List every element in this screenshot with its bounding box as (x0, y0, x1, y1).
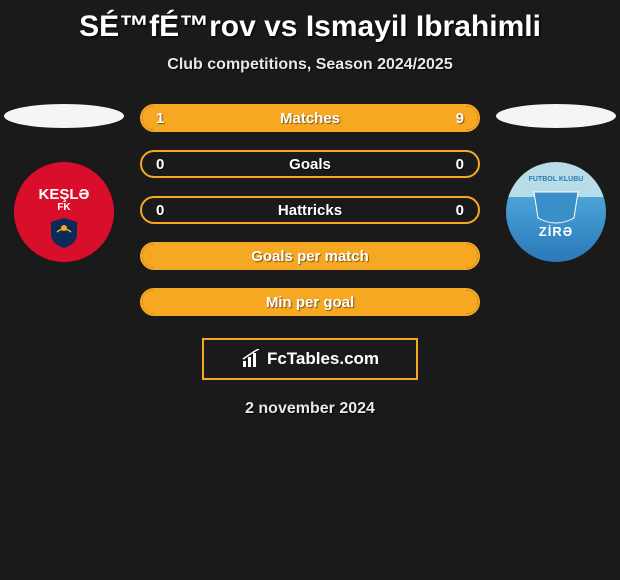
right-team-main: ZİRƏ (506, 224, 606, 239)
stat-label: Hattricks (142, 202, 478, 219)
brand-box[interactable]: FcTables.com (202, 338, 418, 380)
right-side: FUTBOL KLUBU ZİRƏ (496, 104, 616, 262)
stat-bar: 00Goals (140, 150, 480, 178)
stat-label: Goals per match (142, 248, 478, 265)
left-team-crest-icon (47, 216, 81, 250)
stat-bar: 00Hattricks (140, 196, 480, 224)
subtitle: Club competitions, Season 2024/2025 (0, 56, 620, 74)
page-title: SÉ™fÉ™rov vs Ismayil Ibrahimli (0, 10, 620, 44)
right-team-logo: FUTBOL KLUBU ZİRƏ (506, 162, 606, 262)
right-team-shape-icon (526, 188, 586, 228)
left-team-name: KEŞLƏ (14, 186, 114, 203)
stat-bar: 19Matches (140, 104, 480, 132)
left-team-sub: FK (14, 202, 114, 213)
left-flag-placeholder (4, 104, 124, 128)
stat-label: Min per goal (142, 294, 478, 311)
right-team-top: FUTBOL KLUBU (506, 176, 606, 183)
date-line: 2 november 2024 (0, 400, 620, 418)
brand-text: FcTables.com (267, 349, 379, 369)
comparison-widget: SÉ™fÉ™rov vs Ismayil Ibrahimli Club comp… (0, 0, 620, 438)
stat-bar: Min per goal (140, 288, 480, 316)
left-side: KEŞLƏ FK (4, 104, 124, 262)
right-flag-placeholder (496, 104, 616, 128)
main-row: KEŞLƏ FK 19Matches 00Goals 00Hattricks Goal… (0, 104, 620, 316)
stat-label: Goals (142, 156, 478, 173)
stat-bar: Goals per match (140, 242, 480, 270)
left-team-logo: KEŞLƏ FK (14, 162, 114, 262)
stat-label: Matches (142, 110, 478, 127)
stats-bars: 19Matches 00Goals 00Hattricks Goals per mat… (140, 104, 480, 316)
chart-icon (241, 349, 263, 369)
